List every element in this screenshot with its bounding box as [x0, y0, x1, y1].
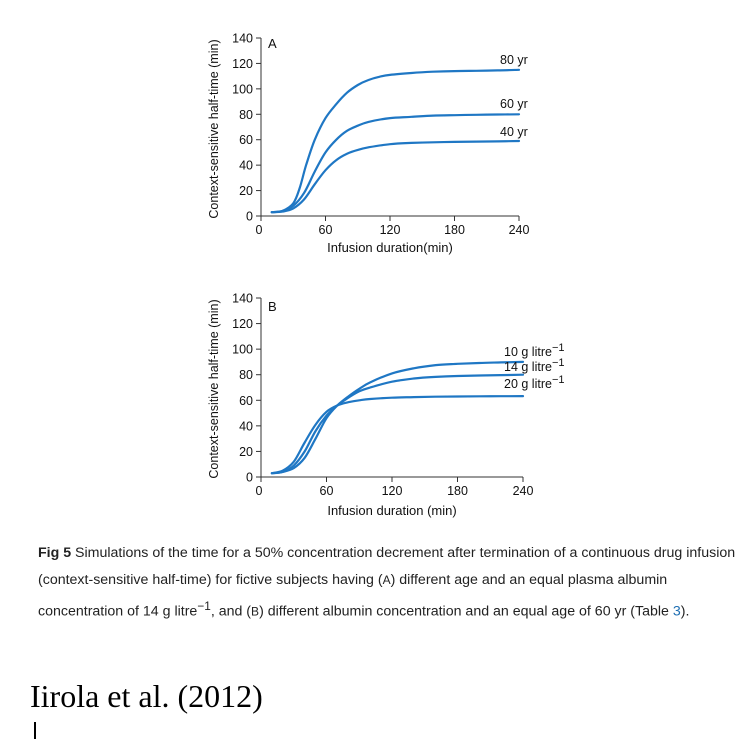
y-tick-label: 20 [239, 184, 253, 198]
series-line [270, 395, 525, 475]
figure-number: Fig 5 [38, 545, 72, 561]
series-label-text: 20 g litre [504, 377, 552, 391]
chart-panel-a: 0 20 40 60 80 100 120 140 0 60 120 180 240 A Infusion … [207, 32, 530, 256]
x-tick-label: 240 [509, 223, 530, 237]
caption-text-4: ) different albumin concentration and an… [259, 603, 673, 620]
series-label-text: 10 g litre [504, 345, 552, 359]
x-tick-label: 60 [320, 484, 334, 498]
y-tick-label: 80 [239, 108, 253, 122]
x-tick-label: 120 [380, 223, 401, 237]
series-label: 40 yr [500, 125, 528, 139]
x-tick-label: 180 [447, 484, 468, 498]
caption-text-3: , and ( [210, 603, 252, 620]
caption-superscript: −1 [197, 599, 211, 613]
y-tick-label: 100 [232, 343, 253, 357]
table-reference-link[interactable]: 3 [672, 603, 681, 620]
caption-text-5: ). [680, 603, 690, 620]
y-tick-label: 40 [239, 419, 253, 433]
x-tick-label: 120 [382, 484, 403, 498]
series-label: 14 g litre−1 [504, 357, 565, 374]
caption-text-1: Simulations of the time for a 50% concen… [38, 545, 736, 588]
y-axis-label: Context-sensitive half-time (min) [207, 299, 221, 478]
y-tick-label: 140 [232, 32, 253, 46]
x-axis-label: Infusion duration (min) [327, 503, 456, 518]
x-tick-label: 60 [319, 223, 333, 237]
figure-caption: Fig 5 Simulations of the time for a 50% … [38, 540, 738, 625]
series-label: 10 g litre−1 [504, 342, 565, 359]
y-tick-label: 120 [232, 317, 253, 331]
series-label-text: 14 g litre [504, 360, 552, 374]
y-tick-label: 40 [239, 159, 253, 173]
series-label: 80 yr [500, 53, 528, 67]
series-line [270, 139, 521, 214]
series-label: 20 g litre−1 [504, 374, 565, 391]
x-axis-label: Infusion duration(min) [327, 240, 453, 255]
y-tick-label: 100 [232, 82, 253, 96]
series-label-superscript: −1 [552, 342, 565, 354]
y-tick-label: 0 [246, 471, 253, 485]
x-tick-label: 240 [513, 484, 534, 498]
y-tick-label: 60 [239, 394, 253, 408]
citation: Iirola et al. (2012) [30, 678, 263, 714]
y-axis-label: Context-sensitive half-time (min) [207, 39, 221, 218]
y-tick-label: 60 [239, 133, 253, 147]
y-tick-label: 0 [246, 210, 253, 224]
series-label-superscript: −1 [552, 357, 565, 369]
x-tick-label: 0 [256, 223, 263, 237]
text-cursor [34, 722, 36, 739]
y-tick-label: 80 [239, 368, 253, 382]
panel-label: A [268, 36, 277, 51]
y-tick-label: 20 [239, 445, 253, 459]
caption-panel-b-ref: B [251, 604, 260, 619]
y-tick-label: 120 [232, 57, 253, 71]
y-tick-label: 140 [232, 292, 253, 306]
series-label-superscript: −1 [552, 374, 565, 386]
chart-panel-b: 0 20 40 60 80 100 120 140 0 60 120 180 240 B Infusion … [207, 292, 565, 519]
series-line [270, 360, 525, 475]
caption-panel-a-ref: A [382, 572, 391, 587]
panel-label: B [268, 299, 277, 314]
series-line [270, 373, 525, 475]
series-line [270, 68, 521, 214]
series-label: 60 yr [500, 97, 528, 111]
series-line [270, 113, 521, 214]
caption-text-2: ) different age and an equal plasma albu… [38, 571, 668, 620]
x-tick-label: 180 [444, 223, 465, 237]
x-tick-label: 0 [256, 484, 263, 498]
